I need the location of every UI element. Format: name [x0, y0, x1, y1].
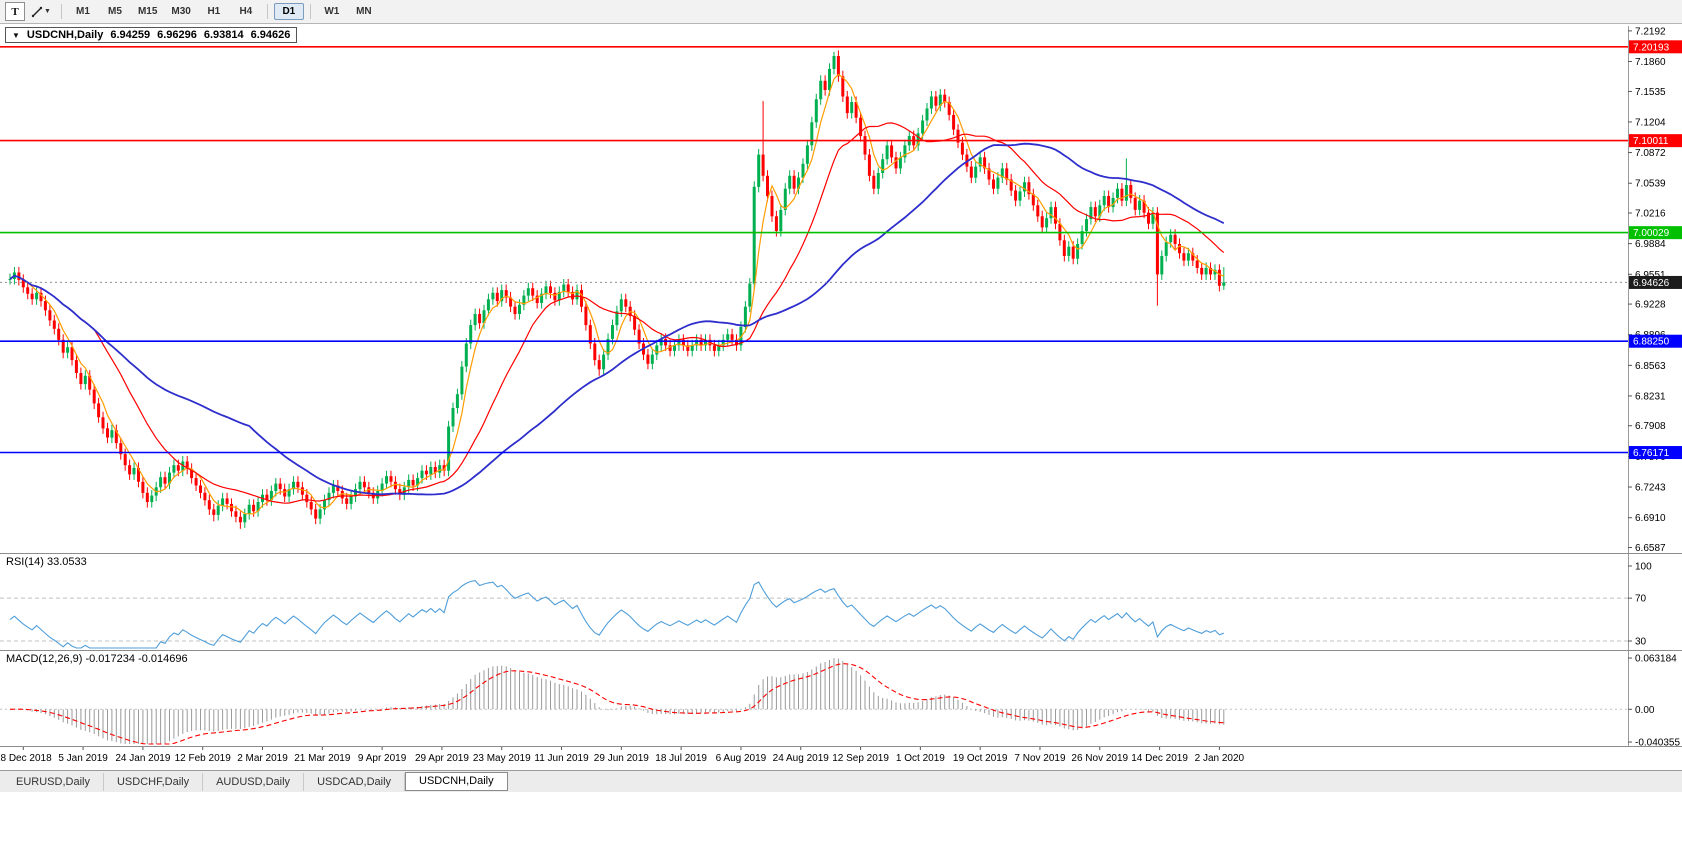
- toolbar-separator: [309, 4, 311, 19]
- date-tick: 24 Aug 2019: [773, 753, 830, 764]
- rsi-line: [9, 579, 1224, 649]
- rsi-tick: 70: [1635, 594, 1647, 605]
- timeframe-button-d1[interactable]: D1: [273, 3, 304, 20]
- price-badge-6.94626: 6.94626: [1629, 275, 1682, 289]
- date-tick: 19 Oct 2019: [953, 753, 1008, 764]
- top-toolbar: T ▼ M1 M5 M15 M30 H1 H4 D1 W1 MN: [0, 0, 1682, 24]
- ohlc-open: 6.94259: [110, 29, 151, 41]
- date-tick: 1 Oct 2019: [896, 753, 945, 764]
- price-tick: 7.1860: [1635, 57, 1666, 68]
- price-tick: 6.7908: [1635, 421, 1666, 432]
- toolbar-separator: [60, 4, 62, 19]
- tab-usdchf-daily[interactable]: USDCHF,Daily: [104, 772, 204, 791]
- date-tick: 2 Mar 2019: [237, 753, 288, 764]
- rsi-tick: 30: [1635, 636, 1647, 647]
- macd-signal-line: [9, 663, 1224, 745]
- date-tick: 23 May 2019: [473, 753, 531, 764]
- timeframe-button-m1[interactable]: M1: [75, 6, 90, 17]
- price-tick: 7.0872: [1635, 148, 1666, 159]
- candles-layer: [8, 50, 1226, 529]
- tab-eurusd-daily[interactable]: EURUSD,Daily: [3, 772, 104, 791]
- price-tick: 7.0216: [1635, 209, 1666, 220]
- macd-indicator-label: MACD(12,26,9) -0.017234 -0.014696: [6, 653, 188, 665]
- price-badge-6.88250: 6.88250: [1629, 334, 1682, 348]
- price-tick: 7.1204: [1635, 117, 1666, 128]
- svg-text:6.94626: 6.94626: [1633, 278, 1670, 289]
- price-tick: 6.8231: [1635, 391, 1666, 402]
- chart-symbol-header[interactable]: ▼ USDCNH,Daily 6.94259 6.96296 6.93814 6…: [5, 27, 298, 43]
- date-tick: 26 Nov 2019: [1071, 753, 1128, 764]
- time-axis[interactable]: 18 Dec 2018 5 Jan 2019 24 Jan 2019 12 Feb 2…: [0, 746, 1245, 764]
- collapse-arrow-icon: ▼: [12, 30, 20, 40]
- svg-text:7.10011: 7.10011: [1633, 136, 1669, 147]
- ohlc-close: 6.94626: [250, 29, 291, 41]
- price-tick: 7.0539: [1635, 179, 1666, 190]
- ohlc-high: 6.96296: [157, 29, 197, 41]
- price-tick: 6.8563: [1635, 361, 1666, 372]
- date-tick: 24 Jan 2019: [115, 753, 170, 764]
- price-badge-7.10011: 7.10011: [1629, 134, 1682, 148]
- date-tick: 11 Jun 2019: [534, 753, 589, 764]
- macd-tick: -0.040355: [1635, 738, 1680, 749]
- timeframe-button-m15[interactable]: M15: [137, 6, 158, 17]
- price-badge-7.00029: 7.00029: [1629, 226, 1682, 240]
- svg-text:6.88250: 6.88250: [1633, 337, 1670, 348]
- price-tick: 6.6910: [1635, 513, 1666, 524]
- timeframe-button-h1[interactable]: H1: [207, 6, 221, 17]
- chart-canvas[interactable]: 7.2192 7.1860 7.1535 7.1204 7.0872 7.0539 7.02…: [0, 0, 1682, 768]
- ma-20-line: [9, 122, 1225, 504]
- symbol-label: USDCNH,Daily: [26, 29, 104, 41]
- date-tick: 7 Nov 2019: [1014, 753, 1066, 764]
- toolbar-separator: [266, 4, 268, 19]
- date-tick: 21 Mar 2019: [294, 753, 351, 764]
- timeframe-button-h4[interactable]: H4: [239, 6, 253, 17]
- price-tick: 6.9884: [1635, 239, 1666, 250]
- chart-tab-bar: EURUSD,Daily USDCHF,Daily AUDUSD,Daily USDC…: [0, 770, 1682, 792]
- rsi-indicator-label: RSI(14) 33.0533: [6, 556, 87, 568]
- date-tick: 6 Aug 2019: [716, 753, 767, 764]
- svg-text:7.00029: 7.00029: [1633, 228, 1670, 239]
- chart-plot-area[interactable]: [0, 26, 1628, 746]
- timeframe-button-m30[interactable]: M30: [171, 6, 191, 17]
- svg-text:6.76171: 6.76171: [1633, 448, 1670, 459]
- ohlc-low: 6.93814: [203, 29, 244, 41]
- date-tick: 18 Dec 2018: [0, 753, 52, 764]
- price-tick: 6.9228: [1635, 300, 1666, 311]
- svg-text:7.20193: 7.20193: [1633, 42, 1670, 53]
- date-tick: 29 Apr 2019: [415, 753, 469, 764]
- trendline-icon: [31, 6, 43, 17]
- price-tick: 6.9551: [1635, 270, 1666, 281]
- price-badge-7.20193: 7.20193: [1629, 40, 1682, 54]
- date-tick: 29 Jun 2019: [594, 753, 649, 764]
- macd-tick: 0.063184: [1635, 654, 1677, 665]
- price-tick: 7.1535: [1635, 87, 1666, 98]
- tab-usdcad-daily[interactable]: USDCAD,Daily: [304, 772, 406, 791]
- rsi-tick: 100: [1635, 562, 1652, 573]
- date-tick: 12 Feb 2019: [175, 753, 232, 764]
- drawing-tools-button[interactable]: ▼: [27, 4, 55, 20]
- price-tick: 6.6587: [1635, 543, 1666, 554]
- price-tick: 7.2192: [1635, 26, 1666, 37]
- price-tick: 6.7243: [1635, 483, 1666, 494]
- date-tick: 9 Apr 2019: [358, 753, 407, 764]
- date-tick: 14 Dec 2019: [1131, 753, 1188, 764]
- date-tick: 18 Jul 2019: [655, 753, 707, 764]
- price-badge-6.76171: 6.76171: [1629, 446, 1682, 460]
- date-tick: 2 Jan 2020: [1195, 753, 1245, 764]
- chevron-down-icon: ▼: [44, 8, 51, 15]
- ma-55-line: [9, 142, 1225, 496]
- date-tick: 12 Sep 2019: [832, 753, 889, 764]
- timeframe-button-m5[interactable]: M5: [107, 6, 122, 17]
- tab-audusd-daily[interactable]: AUDUSD,Daily: [203, 772, 305, 791]
- date-tick: 5 Jan 2019: [58, 753, 108, 764]
- timeframe-button-mn[interactable]: MN: [356, 6, 372, 17]
- ma-5-line: [9, 73, 1225, 515]
- timeframe-group: M1 M5 M15 M30 H1 H4 D1 W1 MN: [68, 3, 379, 20]
- timeframe-button-w1[interactable]: W1: [324, 6, 340, 17]
- text-tool-button[interactable]: T: [5, 2, 25, 21]
- price-axis[interactable]: 7.2192 7.1860 7.1535 7.1204 7.0872 7.0539 7.02…: [1628, 26, 1682, 746]
- macd-tick: 0.00: [1635, 705, 1655, 716]
- tab-usdcnh-daily[interactable]: USDCNH,Daily: [405, 772, 508, 791]
